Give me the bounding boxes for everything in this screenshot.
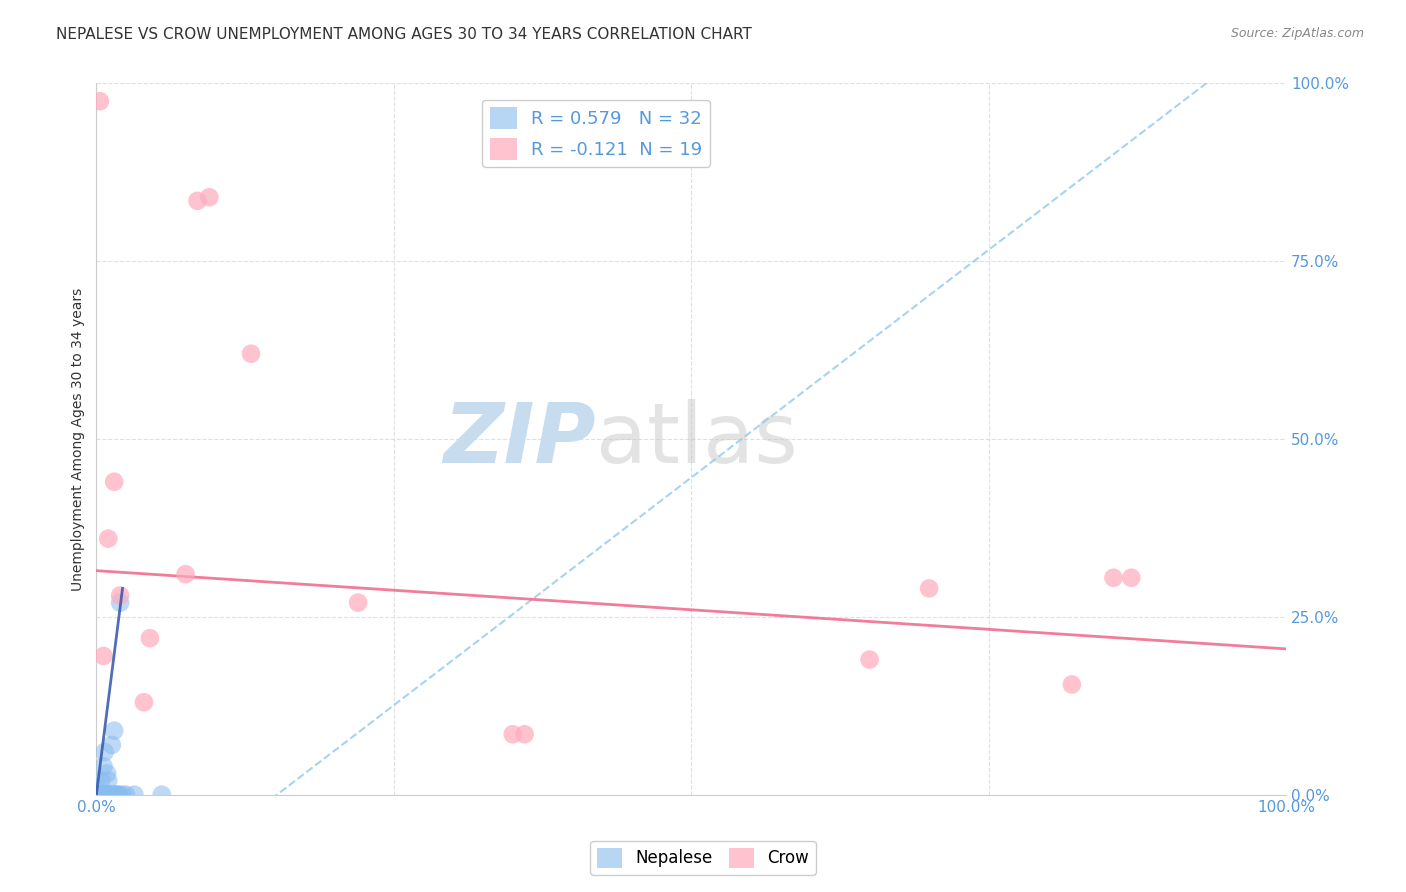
Point (132, 695, 155, 709)
Point (93, 648, 115, 663)
Point (108, 788, 131, 802)
Point (96, 788, 118, 802)
Point (198, 190, 221, 204)
Point (103, 475, 125, 489)
Legend: Nepalese, Crow: Nepalese, Crow (591, 841, 815, 875)
Point (918, 582, 941, 596)
Point (93, 788, 115, 802)
Point (111, 788, 134, 802)
Point (100, 788, 122, 802)
Point (90, 773, 112, 788)
Point (97, 532, 120, 546)
Point (104, 788, 127, 802)
Point (97, 788, 120, 802)
Point (108, 589, 131, 603)
Point (98, 788, 121, 802)
Point (97, 773, 120, 788)
Point (101, 788, 124, 802)
Y-axis label: Unemployment Among Ages 30 to 34 years: Unemployment Among Ages 30 to 34 years (72, 287, 86, 591)
Point (101, 738, 124, 752)
Point (101, 788, 124, 802)
Point (513, 727, 536, 741)
Text: ZIP: ZIP (443, 399, 596, 480)
Text: Source: ZipAtlas.com: Source: ZipAtlas.com (1230, 27, 1364, 40)
Point (94, 788, 117, 802)
Point (240, 347, 263, 361)
Point (1121, 571, 1143, 585)
Point (150, 788, 173, 802)
Point (96, 766, 118, 780)
Point (93, 745, 115, 759)
Point (91, 788, 114, 802)
Text: NEPALESE VS CROW UNEMPLOYMENT AMONG AGES 30 TO 34 YEARS CORRELATION CHART: NEPALESE VS CROW UNEMPLOYMENT AMONG AGES… (56, 27, 752, 42)
Legend: R = 0.579   N = 32, R = -0.121  N = 19: R = 0.579 N = 32, R = -0.121 N = 19 (482, 100, 710, 167)
Point (174, 567, 197, 582)
Point (107, 788, 129, 802)
Point (89, 94, 111, 108)
Point (86, 780, 108, 795)
Point (502, 727, 524, 741)
Point (89, 788, 111, 802)
Point (86, 788, 108, 802)
Point (86, 788, 108, 802)
Point (105, 788, 128, 802)
Point (97, 788, 120, 802)
Point (90, 788, 112, 802)
Point (186, 194, 208, 208)
Point (115, 788, 138, 802)
Point (124, 788, 146, 802)
Point (858, 652, 880, 666)
Point (86, 788, 108, 802)
Point (108, 596, 131, 610)
Point (1060, 677, 1083, 691)
Point (1102, 571, 1125, 585)
Point (139, 631, 162, 645)
Point (103, 723, 125, 738)
Text: atlas: atlas (596, 399, 797, 480)
Point (93, 759, 115, 773)
Point (347, 596, 370, 610)
